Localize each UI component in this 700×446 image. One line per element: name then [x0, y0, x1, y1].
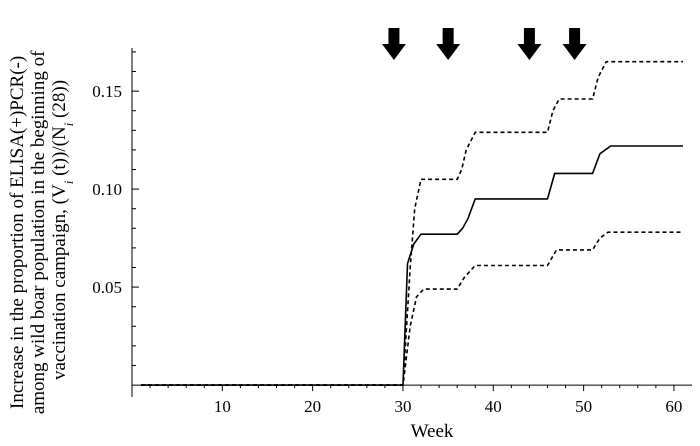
x-axis-label: Week	[411, 421, 454, 442]
y-axis-label: Increase in the proportion of ELISA(+)PC…	[7, 46, 76, 414]
down-arrow-icon	[436, 28, 461, 60]
y-tick-label: 0.10	[92, 180, 122, 199]
series-line-1	[141, 60, 683, 386]
axes	[131, 48, 692, 397]
series-lines	[141, 60, 683, 386]
arrow-markers	[381, 28, 587, 60]
x-ticks: 10 20 30 40 50 60	[149, 385, 682, 416]
x-tick-label: 50	[575, 397, 592, 416]
down-arrow-icon	[381, 28, 406, 60]
y-tick-label: 0.05	[92, 278, 122, 297]
down-arrow-icon	[517, 28, 542, 60]
x-tick-label: 10	[214, 397, 231, 416]
x-tick-label: 40	[485, 397, 502, 416]
y-axis-label-line-3: vaccination campaign, (Vi (t))/(Ni (28))	[49, 80, 76, 380]
series-line-3	[141, 231, 683, 386]
x-tick-label: 30	[394, 397, 411, 416]
y-axis-label-line-1: Increase in the proportion of ELISA(+)PC…	[7, 56, 28, 409]
series-line-2	[141, 145, 683, 386]
y-tick-label: 0.15	[92, 82, 122, 101]
y-ticks: 0.05 0.10 0.15	[92, 51, 139, 366]
x-tick-label: 60	[665, 397, 682, 416]
down-arrow-icon	[562, 28, 587, 60]
y-axis-label-line-2: among wild boar population in the beginn…	[28, 50, 49, 414]
x-tick-label: 20	[304, 397, 321, 416]
